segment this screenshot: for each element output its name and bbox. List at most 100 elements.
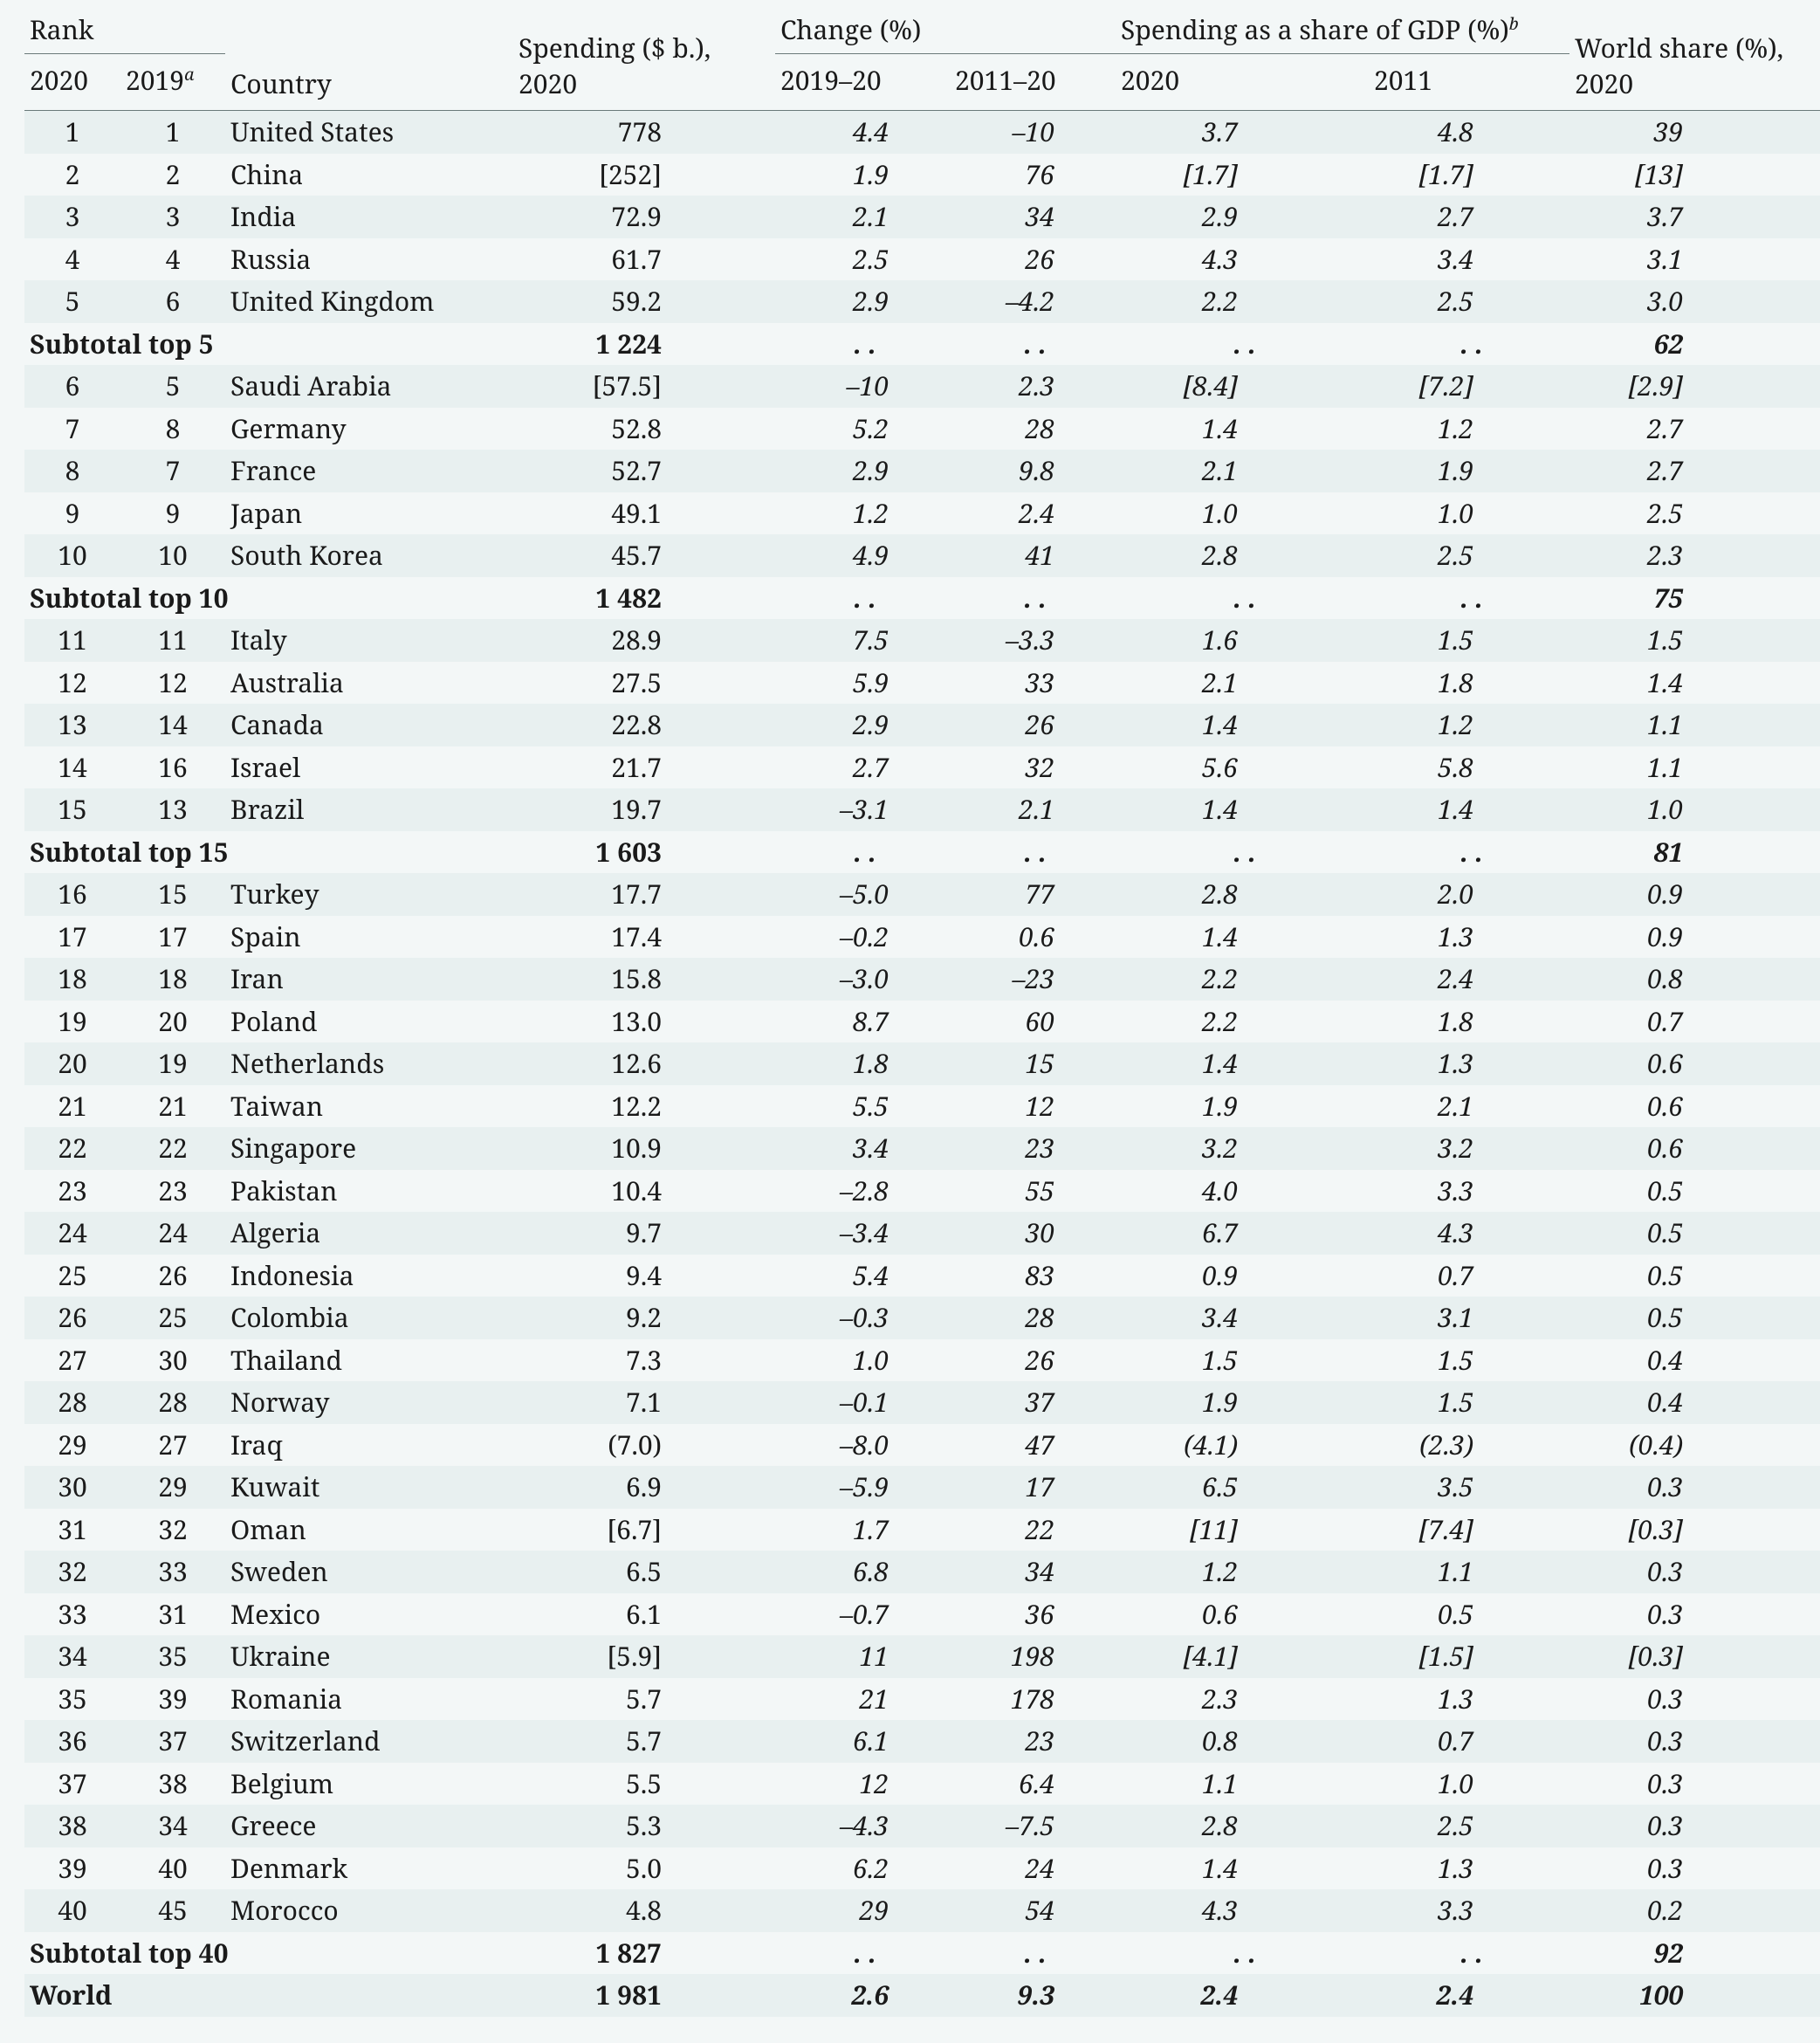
- cell-rank-2019: 9: [120, 492, 225, 535]
- cell-change-2019-20: 8.7: [775, 1001, 950, 1043]
- table-row: 87France52.72.99.82.11.92.7: [24, 450, 1820, 492]
- cell-change-2019-20: 5.9: [775, 662, 950, 705]
- cell-gdp-2020: 3.7: [1116, 111, 1369, 154]
- table-row: 1615Turkey17.7–5.0772.82.00.9: [24, 873, 1820, 916]
- cell-rank-2019: 1: [120, 111, 225, 154]
- cell-world-share: 0.3: [1569, 1593, 1820, 1636]
- cell-country: Oman: [225, 1509, 513, 1551]
- table-row: 3834Greece5.3–4.3–7.52.82.50.3: [24, 1805, 1820, 1847]
- cell-gdp-2020: 2.4: [1116, 1974, 1369, 2017]
- cell-world-share: [0.3]: [1569, 1635, 1820, 1678]
- cell-spending: 1 981: [513, 1974, 775, 2017]
- cell-gdp-2020: 0.6: [1116, 1593, 1369, 1636]
- table-row: 11United States7784.4–103.74.839: [24, 111, 1820, 154]
- cell-change-2019-20: 12: [775, 1763, 950, 1806]
- cell-world-share: 2.5: [1569, 492, 1820, 535]
- cell-spending: 9.2: [513, 1297, 775, 1339]
- cell-rank-2020: 38: [24, 1805, 120, 1847]
- cell-country: Romania: [225, 1678, 513, 1721]
- cell-world-share: 0.8: [1569, 958, 1820, 1001]
- cell-gdp-2011: [1.5]: [1369, 1635, 1569, 1678]
- cell-world-share: 1.5: [1569, 619, 1820, 662]
- cell-world-share: 0.5: [1569, 1212, 1820, 1255]
- cell-gdp-2020: 1.9: [1116, 1085, 1369, 1128]
- cell-gdp-2011: 2.5: [1369, 534, 1569, 577]
- cell-change-2011-20: 26: [950, 238, 1116, 281]
- cell-gdp-2011: 1.5: [1369, 1381, 1569, 1424]
- cell-spending: 5.7: [513, 1678, 775, 1721]
- cell-spending: [5.9]: [513, 1635, 775, 1678]
- cell-country: Belgium: [225, 1763, 513, 1806]
- cell-gdp-2020: . .: [1116, 831, 1369, 874]
- world-label: World: [24, 1974, 513, 2017]
- cell-rank-2020: 33: [24, 1593, 120, 1636]
- table-row: 3435Ukraine[5.9]11198[4.1][1.5][0.3]: [24, 1635, 1820, 1678]
- cell-rank-2020: 21: [24, 1085, 120, 1128]
- cell-spending: 15.8: [513, 958, 775, 1001]
- cell-change-2019-20: –2.8: [775, 1170, 950, 1213]
- cell-change-2011-20: 22: [950, 1509, 1116, 1551]
- table-row: 1212Australia27.55.9332.11.81.4: [24, 662, 1820, 705]
- cell-gdp-2011: 1.2: [1369, 408, 1569, 451]
- table-row: 1314Canada22.82.9261.41.21.1: [24, 704, 1820, 746]
- table-row: 3029Kuwait6.9–5.9176.53.50.3: [24, 1466, 1820, 1509]
- cell-change-2019-20: 6.2: [775, 1847, 950, 1890]
- cell-gdp-2020: 4.3: [1116, 238, 1369, 281]
- cell-gdp-2020: 1.5: [1116, 1339, 1369, 1382]
- cell-change-2019-20: 1.9: [775, 154, 950, 196]
- table-row: 78Germany52.85.2281.41.22.7: [24, 408, 1820, 451]
- cell-rank-2019: 29: [120, 1466, 225, 1509]
- cell-change-2019-20: –5.9: [775, 1466, 950, 1509]
- cell-change-2011-20: 28: [950, 1297, 1116, 1339]
- cell-gdp-2020: [4.1]: [1116, 1635, 1369, 1678]
- cell-rank-2020: 35: [24, 1678, 120, 1721]
- cell-country: Ukraine: [225, 1635, 513, 1678]
- cell-gdp-2011: 3.2: [1369, 1127, 1569, 1170]
- cell-spending: 9.7: [513, 1212, 775, 1255]
- cell-gdp-2020: 6.7: [1116, 1212, 1369, 1255]
- cell-gdp-2020: 1.2: [1116, 1551, 1369, 1593]
- cell-rank-2020: 40: [24, 1889, 120, 1932]
- cell-gdp-2020: 6.5: [1116, 1466, 1369, 1509]
- cell-world-share: 62: [1569, 323, 1820, 366]
- cell-world-share: 2.7: [1569, 408, 1820, 451]
- subtotal-row: Subtotal top 51 224. .. .. .. .62: [24, 323, 1820, 366]
- cell-rank-2020: 32: [24, 1551, 120, 1593]
- cell-change-2011-20: . .: [950, 577, 1116, 620]
- cell-gdp-2011: 2.7: [1369, 196, 1569, 238]
- cell-gdp-2011: 1.3: [1369, 1847, 1569, 1890]
- cell-gdp-2020: 2.8: [1116, 1805, 1369, 1847]
- cell-change-2019-20: –0.3: [775, 1297, 950, 1339]
- cell-country: Canada: [225, 704, 513, 746]
- cell-country: India: [225, 196, 513, 238]
- cell-world-share: 39: [1569, 111, 1820, 154]
- cell-world-share: 3.0: [1569, 280, 1820, 323]
- cell-change-2011-20: 76: [950, 154, 1116, 196]
- cell-change-2019-20: 3.4: [775, 1127, 950, 1170]
- cell-rank-2019: 24: [120, 1212, 225, 1255]
- cell-rank-2020: 31: [24, 1509, 120, 1551]
- cell-rank-2020: 14: [24, 746, 120, 789]
- cell-country: Morocco: [225, 1889, 513, 1932]
- cell-gdp-2011: 1.3: [1369, 1678, 1569, 1721]
- cell-spending: 7.3: [513, 1339, 775, 1382]
- cell-change-2011-20: –7.5: [950, 1805, 1116, 1847]
- cell-rank-2020: 1: [24, 111, 120, 154]
- cell-change-2019-20: 4.9: [775, 534, 950, 577]
- cell-rank-2019: 3: [120, 196, 225, 238]
- cell-country: United Kingdom: [225, 280, 513, 323]
- table-row: 2625Colombia9.2–0.3283.43.10.5: [24, 1297, 1820, 1339]
- cell-gdp-2020: 5.6: [1116, 746, 1369, 789]
- cell-change-2019-20: –4.3: [775, 1805, 950, 1847]
- cell-change-2011-20: 34: [950, 196, 1116, 238]
- col-country: Country: [225, 9, 513, 111]
- cell-world-share: 92: [1569, 1932, 1820, 1975]
- cell-rank-2020: 18: [24, 958, 120, 1001]
- cell-gdp-2020: 1.9: [1116, 1381, 1369, 1424]
- cell-country: Italy: [225, 619, 513, 662]
- cell-change-2019-20: 5.2: [775, 408, 950, 451]
- cell-spending: 27.5: [513, 662, 775, 705]
- cell-rank-2019: 31: [120, 1593, 225, 1636]
- cell-country: Turkey: [225, 873, 513, 916]
- col-spending: Spending ($ b.), 2020: [513, 9, 775, 111]
